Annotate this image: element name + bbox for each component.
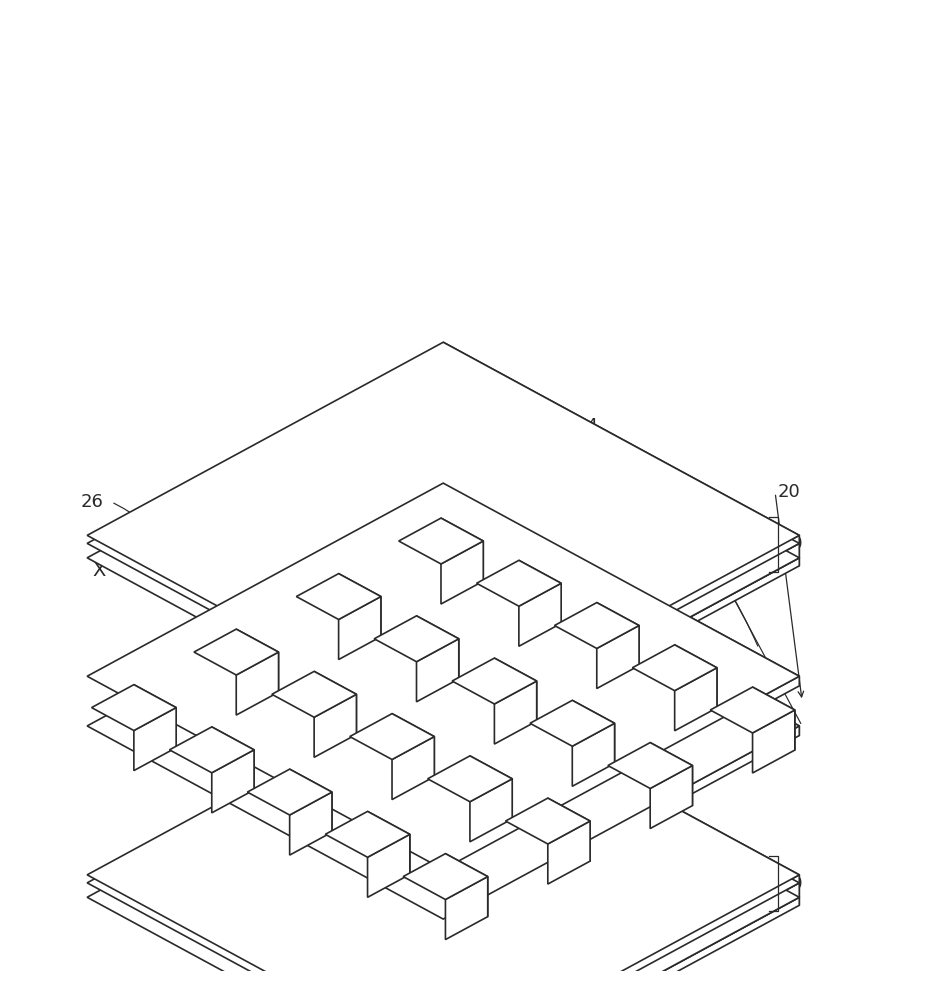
Polygon shape [554,603,639,648]
Polygon shape [753,710,795,773]
Polygon shape [194,629,278,675]
Polygon shape [290,769,332,832]
Polygon shape [608,743,692,788]
Polygon shape [87,533,800,919]
Polygon shape [441,541,483,604]
Polygon shape [470,779,512,842]
Polygon shape [134,708,176,771]
Polygon shape [368,811,410,874]
Polygon shape [212,727,254,790]
Polygon shape [710,687,795,733]
Text: Y: Y [750,868,762,887]
Polygon shape [417,616,459,679]
Polygon shape [392,714,435,777]
Polygon shape [87,690,800,1000]
Text: 22: 22 [717,554,739,572]
Polygon shape [650,743,692,806]
Polygon shape [572,723,615,786]
Polygon shape [572,700,615,763]
Polygon shape [443,676,800,879]
Polygon shape [272,671,356,717]
Polygon shape [443,883,800,1000]
Polygon shape [374,616,459,662]
Polygon shape [530,700,615,746]
Text: 12: 12 [731,534,753,552]
Polygon shape [443,350,800,558]
Polygon shape [325,811,410,857]
Polygon shape [427,756,512,802]
Polygon shape [443,897,800,1000]
Polygon shape [368,834,410,897]
Polygon shape [237,629,278,692]
Polygon shape [519,560,561,623]
Polygon shape [247,769,332,815]
Polygon shape [452,658,537,704]
Text: 20: 20 [778,483,801,501]
Polygon shape [134,685,176,748]
Polygon shape [237,652,278,715]
Polygon shape [443,535,800,737]
Polygon shape [494,681,537,744]
Polygon shape [443,690,800,897]
Polygon shape [441,518,483,581]
Polygon shape [633,645,717,691]
Polygon shape [87,483,800,869]
Polygon shape [597,626,639,689]
Polygon shape [674,645,717,708]
Text: 10: 10 [780,875,802,893]
Polygon shape [753,687,795,750]
Text: 11: 11 [731,898,753,916]
Polygon shape [87,342,800,728]
Polygon shape [674,668,717,731]
Text: X: X [92,561,106,580]
Polygon shape [443,365,800,566]
Polygon shape [443,704,800,905]
Polygon shape [87,350,800,737]
Polygon shape [443,558,800,759]
Polygon shape [91,685,176,731]
Polygon shape [443,875,800,1000]
Polygon shape [87,365,800,751]
Polygon shape [650,766,692,829]
Polygon shape [548,798,590,861]
Polygon shape [87,704,800,1000]
Polygon shape [548,821,590,884]
Polygon shape [296,574,381,619]
Polygon shape [443,342,800,543]
Text: 10: 10 [780,535,802,553]
Polygon shape [212,750,254,813]
Polygon shape [443,543,800,751]
Polygon shape [87,682,800,1000]
Polygon shape [314,694,356,757]
Polygon shape [350,714,435,759]
Polygon shape [443,726,800,929]
Polygon shape [445,877,488,940]
Text: 13: 13 [731,852,753,870]
Text: 12: 12 [731,874,753,892]
Polygon shape [445,854,488,917]
Polygon shape [392,737,435,800]
Text: 11: 11 [731,558,753,576]
Polygon shape [417,639,459,702]
Polygon shape [494,658,537,721]
Text: 13: 13 [731,512,753,530]
Text: 26: 26 [80,493,103,511]
Polygon shape [476,560,561,606]
Polygon shape [443,483,800,686]
Polygon shape [443,682,800,883]
Polygon shape [505,798,590,844]
Polygon shape [339,597,381,660]
Polygon shape [290,792,332,855]
Polygon shape [597,603,639,666]
Polygon shape [404,854,488,900]
Polygon shape [170,727,254,773]
Polygon shape [399,518,483,564]
Polygon shape [314,671,356,734]
Polygon shape [443,533,800,736]
Text: 24: 24 [575,417,598,435]
Polygon shape [470,756,512,819]
Polygon shape [339,574,381,637]
Polygon shape [519,583,561,646]
